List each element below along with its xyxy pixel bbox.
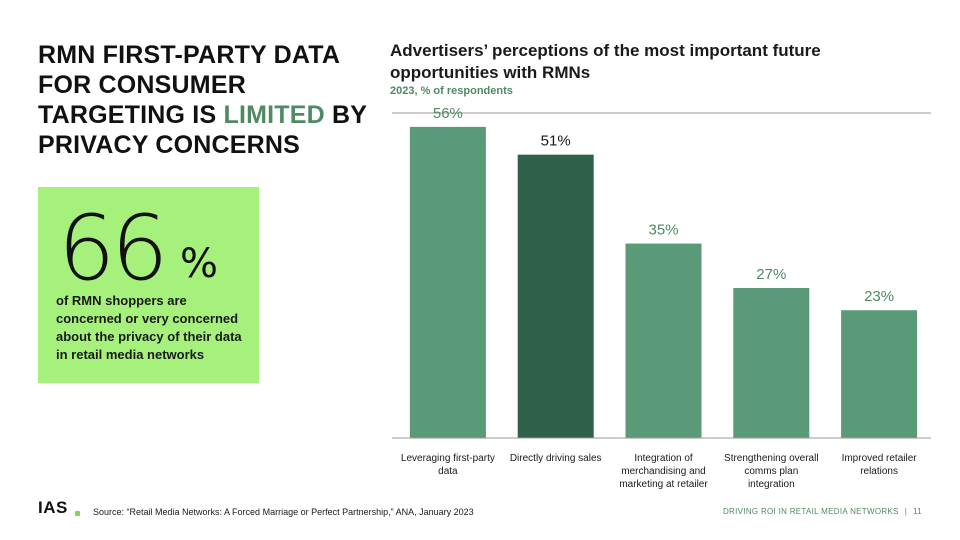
slide-headline: RMN FIRST-PARTY DATA FOR CONSUMER TARGET… — [38, 40, 368, 160]
logo-accent-mark — [75, 511, 80, 516]
x-tick-label: Directly driving sales — [509, 453, 602, 464]
source-note: Source: “Retail Media Networks: A Forced… — [93, 507, 474, 517]
stat-description: of RMN shoppers are concerned or very co… — [56, 293, 242, 362]
x-tick-label: Integration of merchandising and marketi… — [619, 453, 708, 490]
bar — [625, 243, 702, 438]
headline-text-end: BY PRIVACY CONCERNS — [38, 101, 367, 159]
stat-card: 66 % of RMN shoppers are concerned or ve… — [38, 187, 259, 383]
headline-text-start: RMN FIRST-PARTY DATA FOR CONSUMER TARGET… — [38, 41, 340, 129]
x-tick-label: Strengthening overall comms plan integra… — [724, 453, 819, 490]
bar — [841, 310, 918, 438]
ias-logo: IAS — [38, 498, 68, 517]
stat-percent-sign: % — [180, 241, 219, 287]
bar-value-label: 56% — [433, 105, 463, 122]
x-tick-label: Improved retailer relations — [841, 453, 917, 477]
footer-text: DRIVING ROI IN RETAIL MEDIA NETWORKS — [722, 507, 899, 516]
bar-value-label: 51% — [541, 133, 571, 150]
bar — [733, 288, 810, 438]
footer-separator: | — [904, 507, 908, 516]
bar-value-label: 35% — [648, 222, 678, 239]
chart-subtitle: 2023, % of respondents — [390, 85, 513, 97]
bar — [517, 154, 594, 438]
bar-value-label: 27% — [756, 266, 786, 283]
bar-value-label: 23% — [864, 288, 894, 305]
headline-highlight: LIMITED — [223, 101, 325, 129]
page-number: 11 — [913, 507, 922, 516]
chart-title: Advertisers’ perceptions of the most imp… — [390, 41, 821, 82]
stat-number: 66 — [58, 196, 169, 301]
x-tick-label: Leveraging first-party data — [400, 453, 495, 477]
bar — [409, 126, 486, 438]
footer: DRIVING ROI IN RETAIL MEDIA NETWORKS | 11 — [723, 506, 922, 518]
